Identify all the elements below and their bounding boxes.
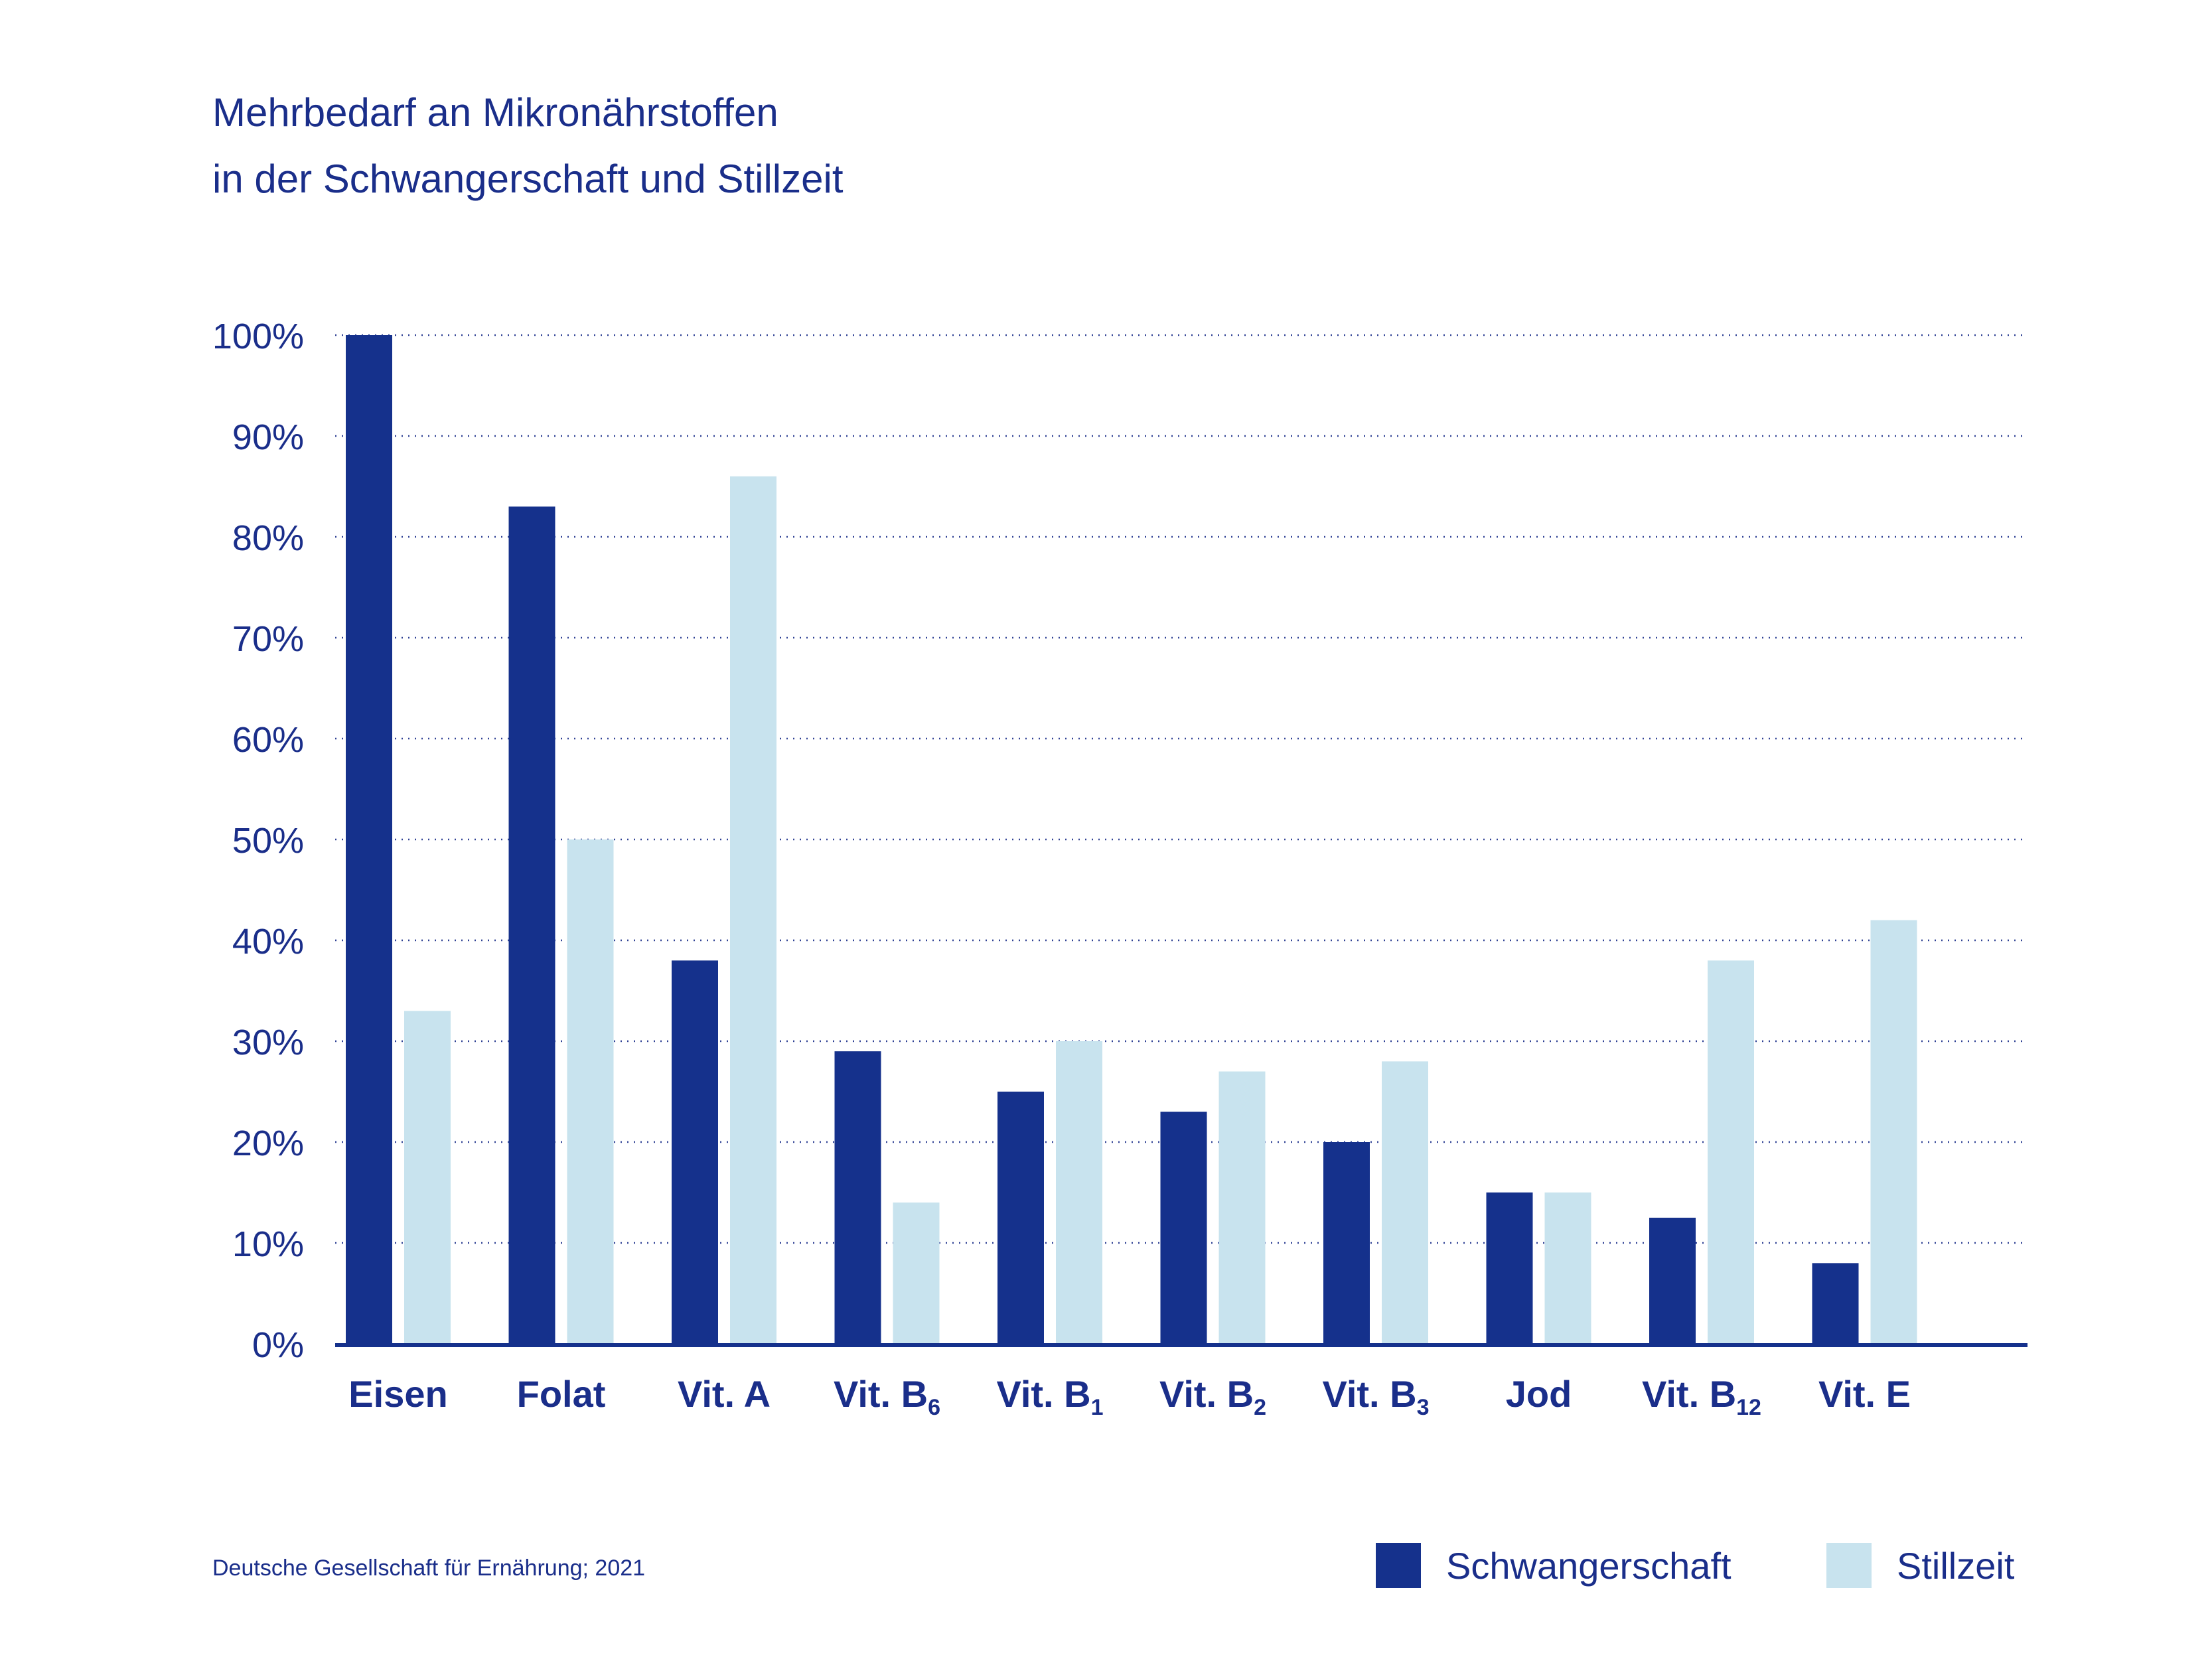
bar-lactation	[1870, 920, 1917, 1344]
bar-pregnancy	[1323, 1142, 1370, 1344]
bar-lactation	[1708, 960, 1754, 1344]
x-tick-label: Vit. B2	[1159, 1373, 1266, 1420]
x-tick-label: Vit. B12	[1642, 1373, 1761, 1420]
legend-label-lactation: Stillzeit	[1897, 1544, 2015, 1587]
x-tick-label: Jod	[1506, 1373, 1572, 1415]
y-tick-label: 10%	[232, 1224, 304, 1264]
legend-swatch-pregnancy	[1376, 1543, 1421, 1588]
legend-swatch-lactation	[1826, 1543, 1872, 1588]
x-tick-label: Vit. B1	[996, 1373, 1103, 1420]
chart-title-line-2: in der Schwangerschaft und Stillzeit	[212, 157, 844, 201]
bar-pregnancy	[508, 506, 555, 1344]
legend-item-lactation: Stillzeit	[1826, 1543, 2014, 1588]
y-tick-label: 30%	[232, 1023, 304, 1062]
y-tick-label: 0%	[252, 1325, 304, 1365]
bar-pregnancy	[1486, 1192, 1533, 1344]
y-tick-label: 50%	[232, 821, 304, 861]
bar-lactation	[1544, 1192, 1591, 1344]
y-tick-label: 60%	[232, 720, 304, 760]
x-tick-label: Eisen	[348, 1373, 447, 1415]
legend-label-pregnancy: Schwangerschaft	[1446, 1544, 1732, 1587]
x-tick-label: Folat	[517, 1373, 606, 1415]
y-tick-label: 20%	[232, 1123, 304, 1163]
bar-pregnancy	[1160, 1112, 1207, 1344]
source-note: Deutsche Gesellschaft für Ernährung; 202…	[212, 1555, 646, 1581]
y-tick-label: 70%	[232, 619, 304, 659]
bar-lactation	[1382, 1061, 1428, 1344]
bar-lactation	[404, 1011, 451, 1344]
bar-pregnancy	[672, 960, 718, 1344]
chart-title: Mehrbedarf an Mikronährstoffen in der Sc…	[212, 80, 844, 212]
bar-pregnancy	[1649, 1218, 1696, 1344]
bar-pregnancy	[997, 1092, 1044, 1344]
bar-pregnancy	[346, 335, 392, 1344]
bar-lactation	[730, 476, 776, 1344]
bar-pregnancy	[1812, 1263, 1859, 1344]
bar-lactation	[893, 1202, 940, 1344]
bar-pregnancy	[834, 1051, 881, 1344]
chart-title-line-1: Mehrbedarf an Mikronährstoffen	[212, 90, 778, 135]
y-tick-label: 40%	[232, 922, 304, 962]
bar-lactation	[567, 839, 614, 1344]
bar-lactation	[1218, 1071, 1266, 1344]
bar-lactation	[1056, 1041, 1102, 1344]
y-tick-label: 90%	[232, 417, 304, 457]
y-tick-label: 100%	[212, 317, 304, 356]
x-tick-label: Vit. E	[1818, 1373, 1911, 1415]
x-tick-label: Vit. B3	[1322, 1373, 1429, 1420]
legend-item-pregnancy: Schwangerschaft	[1376, 1543, 1732, 1588]
y-tick-label: 80%	[232, 518, 304, 558]
x-tick-label: Vit. B6	[834, 1373, 940, 1420]
x-tick-label: Vit. A	[678, 1373, 771, 1415]
